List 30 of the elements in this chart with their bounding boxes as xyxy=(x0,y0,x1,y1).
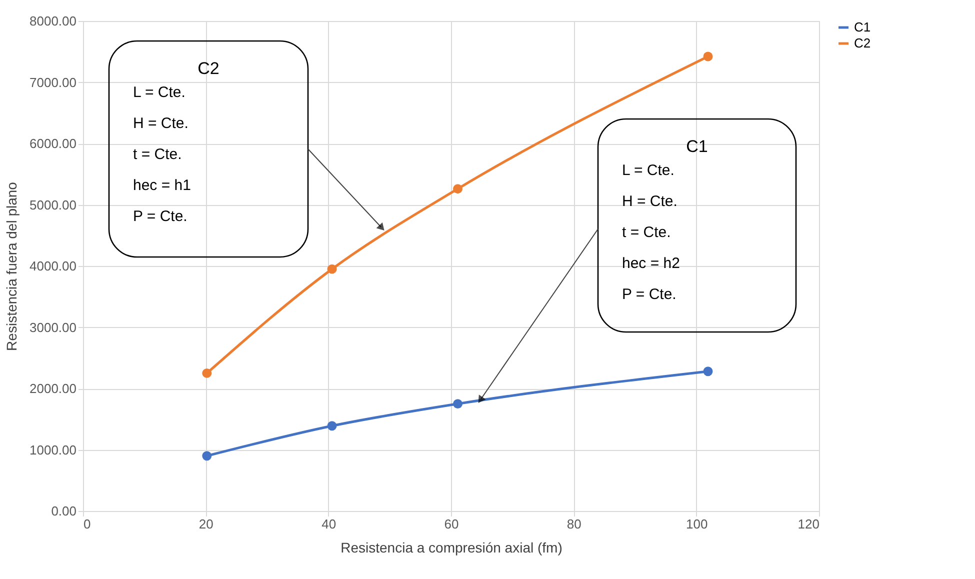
point xyxy=(202,451,212,461)
y-tick-label: 4000.00 xyxy=(30,258,76,274)
x-tick-label: 120 xyxy=(798,516,820,532)
annotation: C2 L = Cte. H = Cte. t = Cte. hec = h1 P = Cte. xyxy=(133,59,220,225)
y-tick-label: 0.00 xyxy=(51,504,76,518)
y-tick-label: 6000.00 xyxy=(30,136,76,151)
y-axis-title: Resistencia fuera del plano xyxy=(4,182,20,351)
x-axis-title: Resistencia a compresión axial (fm) xyxy=(340,540,562,556)
x-tick-label: 80 xyxy=(566,516,582,532)
x-tick-label: 0 xyxy=(84,516,91,532)
y-tick-label: 3000.00 xyxy=(30,320,76,335)
y-tick-label: 7000.00 xyxy=(30,74,76,90)
point xyxy=(703,366,713,376)
point xyxy=(703,52,713,62)
x-tick-label: 100 xyxy=(686,516,708,532)
x-tick-label: 60 xyxy=(444,516,459,532)
legend-label: C1 xyxy=(854,20,871,34)
x-tick-label: 40 xyxy=(322,516,336,532)
point xyxy=(202,368,212,378)
y-tick-label: 1000.00 xyxy=(30,442,76,458)
x-tick-label: 20 xyxy=(198,516,214,532)
point xyxy=(327,421,337,431)
point xyxy=(327,264,337,274)
annotation: C1 L = Cte. H = Cte. t = Cte. hec = h2 P = Cte. xyxy=(622,137,708,303)
point xyxy=(453,399,462,409)
y-tick-label: 5000.00 xyxy=(30,197,76,212)
y-tick-label: 2000.00 xyxy=(30,381,76,396)
point xyxy=(453,184,462,194)
legend-label: C2 xyxy=(854,36,871,50)
y-tick-label: 8000.00 xyxy=(30,14,76,28)
